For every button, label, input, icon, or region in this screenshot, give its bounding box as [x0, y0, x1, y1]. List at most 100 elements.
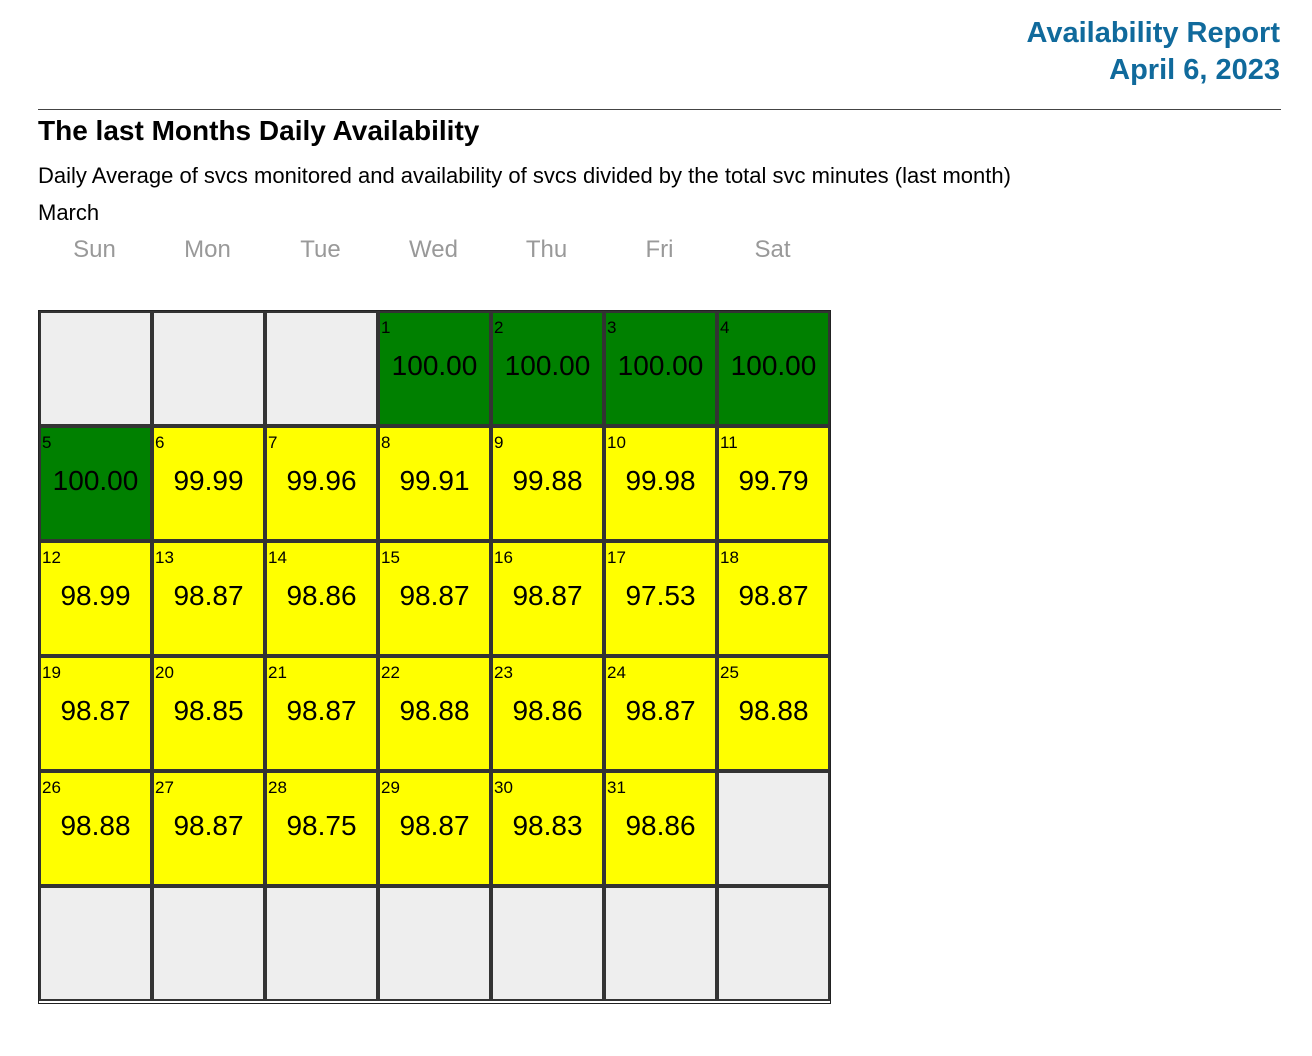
day-cell: 16 98.87	[491, 541, 604, 656]
availability-value: 98.87	[625, 695, 696, 726]
weekday-label: Tue	[300, 236, 341, 263]
availability-value: 98.87	[512, 580, 583, 611]
day-number: 2	[494, 318, 504, 337]
calendar-grid: 1 100.00 2 100.00 3 100.00 4 100.00 5 100.00 6 99.9…	[38, 310, 831, 1004]
day-cell: 8 99.91	[378, 426, 491, 541]
day-number: 25	[720, 663, 739, 682]
divider	[38, 109, 1281, 110]
day-number: 22	[381, 663, 400, 682]
empty-cell	[717, 771, 830, 886]
day-number: 8	[381, 433, 391, 452]
availability-value: 99.79	[738, 465, 809, 496]
availability-value: 98.87	[399, 810, 470, 841]
weekday-label: Thu	[525, 236, 568, 263]
day-number: 12	[42, 548, 61, 567]
day-number: 7	[268, 433, 278, 452]
availability-value: 98.86	[625, 810, 696, 841]
day-cell: 9 99.88	[491, 426, 604, 541]
day-cell: 21 98.87	[265, 656, 378, 771]
day-cell: 27 98.87	[152, 771, 265, 886]
day-number: 20	[155, 663, 174, 682]
availability-value: 100.00	[391, 350, 478, 381]
empty-cell	[717, 886, 830, 1001]
day-number: 6	[155, 433, 165, 452]
availability-value: 100.00	[52, 465, 139, 496]
day-cell: 31 98.86	[604, 771, 717, 886]
day-number: 10	[607, 433, 626, 452]
availability-value: 98.75	[286, 810, 357, 841]
availability-value: 99.96	[286, 465, 357, 496]
day-number: 18	[720, 548, 739, 567]
day-number: 3	[607, 318, 617, 337]
availability-value: 98.87	[286, 695, 357, 726]
availability-value: 98.86	[512, 695, 583, 726]
availability-value: 100.00	[617, 350, 704, 381]
empty-cell	[265, 886, 378, 1001]
day-cell: 1 100.00	[378, 311, 491, 426]
weekday-label: Sun	[73, 236, 116, 263]
availability-value: 99.91	[399, 465, 470, 496]
day-number: 14	[268, 548, 287, 567]
day-number: 24	[607, 663, 626, 682]
day-number: 17	[607, 548, 626, 567]
day-cell: 28 98.75	[265, 771, 378, 886]
month-label: March	[38, 200, 100, 225]
day-number: 13	[155, 548, 174, 567]
day-number: 19	[42, 663, 61, 682]
day-number: 31	[607, 778, 626, 797]
availability-value: 98.83	[512, 810, 583, 841]
day-cell: 29 98.87	[378, 771, 491, 886]
empty-cell	[491, 886, 604, 1001]
availability-value: 100.00	[730, 350, 817, 381]
day-cell: 14 98.86	[265, 541, 378, 656]
day-number: 29	[381, 778, 400, 797]
availability-value: 98.87	[173, 580, 244, 611]
day-cell: 11 99.79	[717, 426, 830, 541]
day-cell: 22 98.88	[378, 656, 491, 771]
day-number: 16	[494, 548, 513, 567]
availability-value: 99.88	[512, 465, 583, 496]
section-description: Daily Average of svcs monitored and avai…	[38, 163, 1011, 188]
availability-value: 98.87	[173, 810, 244, 841]
weekday-label: Wed	[409, 236, 458, 263]
availability-value: 99.99	[173, 465, 244, 496]
day-number: 23	[494, 663, 513, 682]
empty-cell	[604, 886, 717, 1001]
day-cell: 18 98.87	[717, 541, 830, 656]
day-cell: 19 98.87	[39, 656, 152, 771]
availability-value: 98.88	[60, 810, 131, 841]
day-number: 21	[268, 663, 287, 682]
availability-value: 98.87	[60, 695, 131, 726]
day-cell: 7 99.96	[265, 426, 378, 541]
day-cell: 6 99.99	[152, 426, 265, 541]
day-cell: 2 100.00	[491, 311, 604, 426]
weekday-label: Mon	[184, 236, 231, 263]
availability-value: 100.00	[504, 350, 591, 381]
day-cell: 13 98.87	[152, 541, 265, 656]
availability-value: 97.53	[625, 580, 696, 611]
availability-value: 98.87	[738, 580, 809, 611]
availability-value: 98.88	[738, 695, 809, 726]
day-number: 4	[720, 318, 730, 337]
availability-value: 98.85	[173, 695, 244, 726]
day-number: 15	[381, 548, 400, 567]
day-number: 27	[155, 778, 174, 797]
availability-value: 98.88	[399, 695, 470, 726]
empty-cell	[152, 311, 265, 426]
day-number: 30	[494, 778, 513, 797]
empty-cell	[39, 311, 152, 426]
day-cell: 3 100.00	[604, 311, 717, 426]
day-cell: 26 98.88	[39, 771, 152, 886]
day-cell: 5 100.00	[39, 426, 152, 541]
section-title: The last Months Daily Availability	[38, 115, 480, 146]
empty-cell	[378, 886, 491, 1001]
day-number: 9	[494, 433, 504, 452]
weekday-label: Fri	[645, 236, 674, 263]
day-cell: 10 99.98	[604, 426, 717, 541]
availability-value: 98.99	[60, 580, 131, 611]
day-number: 1	[381, 318, 391, 337]
day-cell: 24 98.87	[604, 656, 717, 771]
day-cell: 30 98.83	[491, 771, 604, 886]
day-number: 26	[42, 778, 61, 797]
